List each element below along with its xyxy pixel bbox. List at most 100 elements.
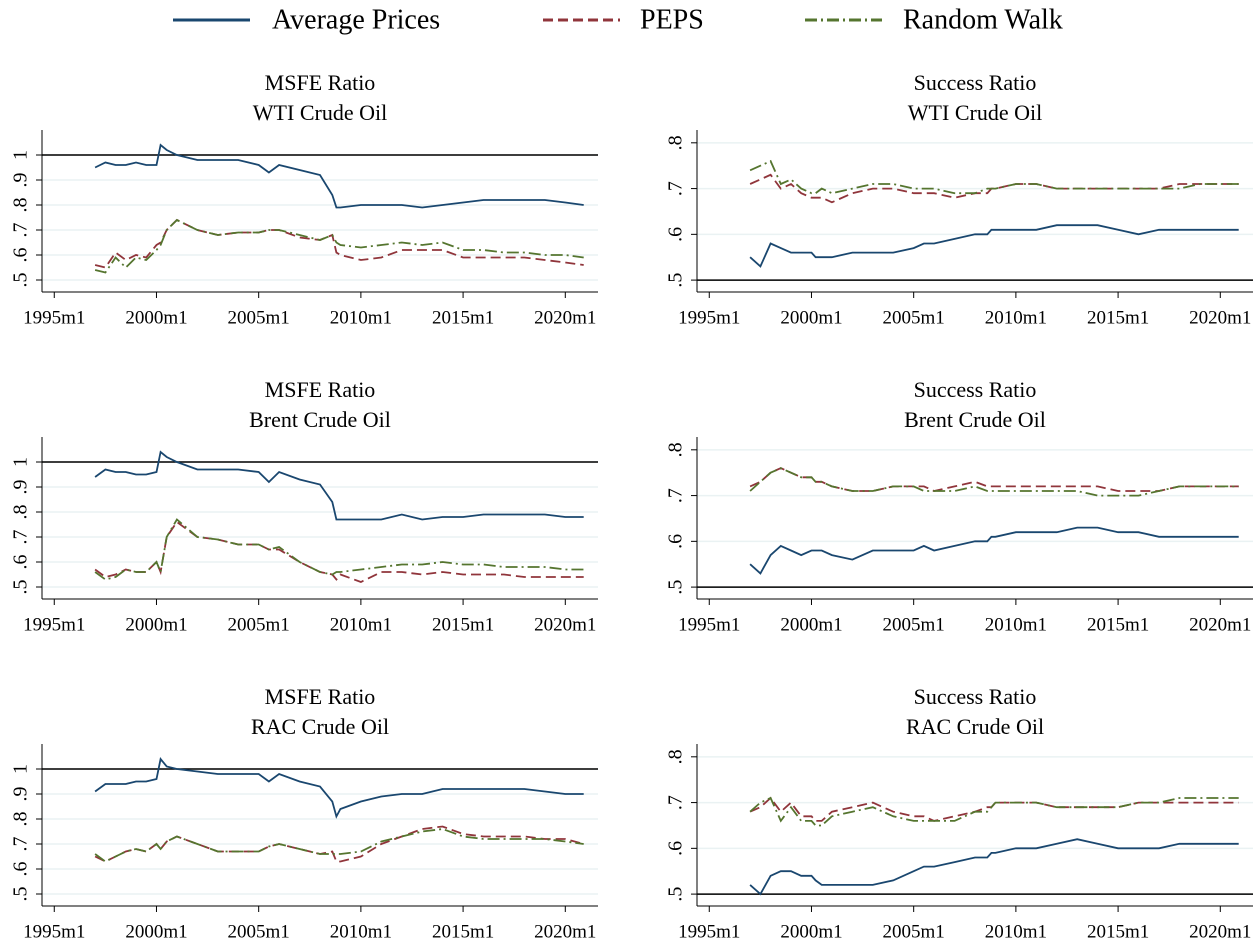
- x-tick-label: 2020m1: [534, 921, 596, 942]
- y-tick-label: .8: [10, 198, 32, 213]
- chart-title: MSFE Ratio: [265, 70, 376, 95]
- series-line: [749, 224, 1239, 268]
- y-tick-label: .8: [665, 442, 687, 457]
- y-tick-label: .9: [10, 787, 32, 802]
- x-tick-label: 2000m1: [125, 614, 187, 635]
- x-tick-label: 1995m1: [23, 921, 85, 942]
- x-tick-label: 2015m1: [1087, 614, 1149, 635]
- x-tick-label: 2010m1: [985, 307, 1047, 328]
- y-tick-label: .5: [665, 887, 687, 902]
- y-tick-label: .6: [10, 555, 32, 570]
- x-tick-label: 2020m1: [534, 614, 596, 635]
- x-tick-label: 2015m1: [432, 307, 494, 328]
- chart-subtitle: Brent Crude Oil: [249, 407, 391, 432]
- chart-subtitle: RAC Crude Oil: [251, 714, 389, 739]
- x-tick-label: 1995m1: [678, 614, 740, 635]
- x-tick-label: 2020m1: [1189, 614, 1251, 635]
- x-tick-label: 2005m1: [883, 921, 945, 942]
- series-line: [94, 828, 584, 863]
- y-tick-label: .6: [665, 841, 687, 856]
- x-tick-label: 2000m1: [780, 614, 842, 635]
- y-tick-label: .8: [10, 812, 32, 827]
- x-tick-label: 2000m1: [780, 921, 842, 942]
- series-line: [749, 173, 1239, 204]
- y-tick-label: .6: [665, 227, 687, 242]
- series-line: [749, 467, 1239, 497]
- x-tick-label: 2005m1: [228, 307, 290, 328]
- x-tick-label: 2020m1: [534, 307, 596, 328]
- series-line: [749, 796, 1239, 822]
- x-tick-label: 2010m1: [985, 921, 1047, 942]
- y-tick-label: 1: [10, 457, 32, 467]
- x-tick-label: 2020m1: [1189, 921, 1251, 942]
- chart-title: Success Ratio: [914, 377, 1037, 402]
- y-tick-label: .6: [10, 248, 32, 263]
- x-tick-label: 2020m1: [1189, 307, 1251, 328]
- series-line: [94, 450, 584, 521]
- x-tick-label: 2015m1: [432, 614, 494, 635]
- y-tick-label: .5: [10, 580, 32, 595]
- chart-subtitle: WTI Crude Oil: [253, 100, 387, 125]
- legend-label: PEPS: [640, 4, 704, 35]
- x-tick-label: 2005m1: [883, 614, 945, 635]
- x-tick-label: 2010m1: [330, 307, 392, 328]
- series-line: [749, 159, 1239, 195]
- series-line: [94, 218, 584, 269]
- y-tick-label: .8: [665, 135, 687, 150]
- y-tick-label: .8: [665, 749, 687, 764]
- x-tick-label: 2015m1: [1087, 921, 1149, 942]
- x-tick-label: 2005m1: [228, 921, 290, 942]
- chart-title: MSFE Ratio: [265, 684, 376, 709]
- legend-label: Average Prices: [272, 4, 440, 35]
- chart-title: MSFE Ratio: [265, 377, 376, 402]
- chart-subtitle: Brent Crude Oil: [904, 407, 1046, 432]
- x-tick-label: 2000m1: [125, 307, 187, 328]
- y-tick-label: .5: [665, 273, 687, 288]
- chart-title: Success Ratio: [914, 684, 1037, 709]
- y-tick-label: .5: [10, 273, 32, 288]
- x-tick-label: 2000m1: [780, 307, 842, 328]
- y-tick-label: .5: [10, 887, 32, 902]
- x-tick-label: 1995m1: [678, 921, 740, 942]
- series-line: [749, 796, 1239, 827]
- y-tick-label: .7: [665, 181, 687, 196]
- y-tick-label: .7: [10, 530, 32, 545]
- legend-label: Random Walk: [903, 4, 1063, 35]
- y-tick-label: 1: [10, 764, 32, 774]
- series-line: [94, 756, 584, 819]
- y-tick-label: .7: [10, 223, 32, 238]
- series-line: [749, 526, 1239, 575]
- series-line: [749, 467, 1239, 492]
- y-tick-label: .6: [10, 862, 32, 877]
- chart-title: Success Ratio: [914, 70, 1037, 95]
- y-tick-label: .9: [10, 480, 32, 495]
- y-tick-label: 1: [10, 150, 32, 160]
- y-tick-label: .5: [665, 580, 687, 595]
- chart-subtitle: WTI Crude Oil: [908, 100, 1042, 125]
- series-line: [94, 518, 584, 581]
- x-tick-label: 1995m1: [678, 307, 740, 328]
- x-tick-label: 2015m1: [1087, 307, 1149, 328]
- x-tick-label: 2010m1: [985, 614, 1047, 635]
- chart-subtitle: RAC Crude Oil: [906, 714, 1044, 739]
- series-line: [94, 218, 584, 274]
- y-tick-label: .9: [10, 173, 32, 188]
- x-tick-label: 2005m1: [883, 307, 945, 328]
- x-tick-label: 2015m1: [432, 921, 494, 942]
- series-line: [94, 520, 584, 583]
- x-tick-label: 2005m1: [228, 614, 290, 635]
- x-tick-label: 2010m1: [330, 921, 392, 942]
- x-tick-label: 2010m1: [330, 614, 392, 635]
- x-tick-label: 1995m1: [23, 614, 85, 635]
- y-tick-label: .7: [10, 837, 32, 852]
- x-tick-label: 1995m1: [23, 307, 85, 328]
- y-tick-label: .6: [665, 534, 687, 549]
- y-tick-label: .7: [665, 488, 687, 503]
- y-tick-label: .8: [10, 505, 32, 520]
- series-line: [749, 838, 1239, 896]
- x-tick-label: 2000m1: [125, 921, 187, 942]
- series-line: [94, 143, 584, 209]
- y-tick-label: .7: [665, 795, 687, 810]
